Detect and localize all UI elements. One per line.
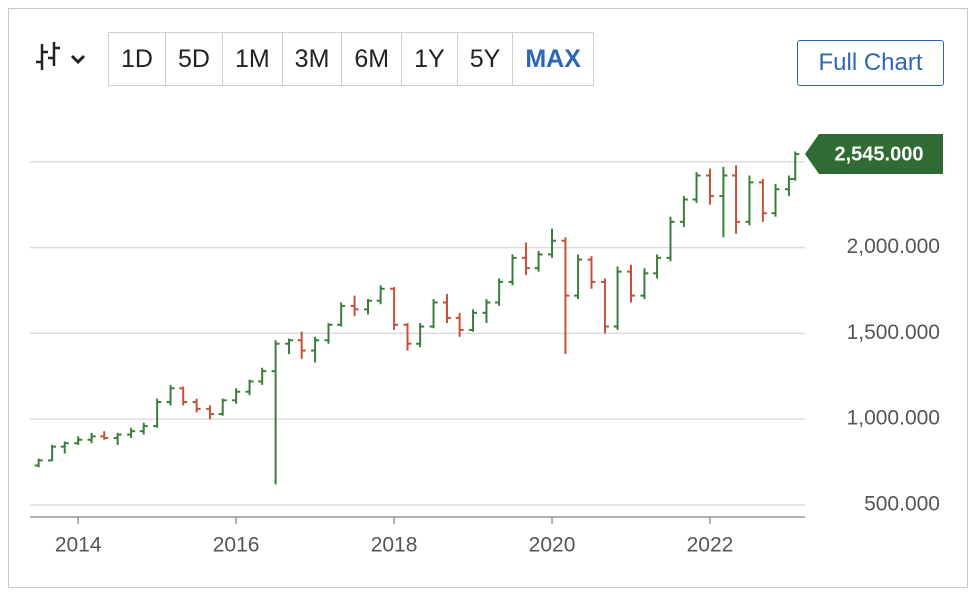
last-price-label: 2,545.000 [835,143,924,165]
range-selector: 1D 5D 1M 3M 6M 1Y 5Y MAX [108,32,594,86]
range-button[interactable]: 3M [281,33,342,85]
last-price-tag: 2,545.000 [805,134,943,175]
x-tick-label: 2022 [687,534,734,557]
range-button[interactable]: 6M [341,33,401,85]
full-chart-button[interactable]: Full Chart [797,40,944,86]
last-price-marker [805,134,943,175]
range-button[interactable]: 1M [221,33,282,85]
range-button[interactable]: MAX [512,33,593,85]
y-tick-label: 1,500.000 [847,321,940,344]
y-tick-label: 1,000.000 [847,407,940,430]
x-tick-label: 2020 [529,534,576,557]
range-button[interactable]: 5Y [456,33,513,85]
y-tick-label: 500.000 [864,493,940,516]
x-tick-label: 2018 [371,534,418,557]
y-tick-label: 2,000.000 [847,235,940,258]
range-button[interactable]: 1D [121,45,153,73]
range-button[interactable]: 1Y [401,33,457,85]
widget-frame [8,8,968,588]
range-button[interactable]: 5D [164,33,222,85]
x-tick-label: 2014 [55,534,102,557]
x-tick-label: 2016 [213,534,260,557]
chart-type-menu[interactable] [34,40,94,76]
